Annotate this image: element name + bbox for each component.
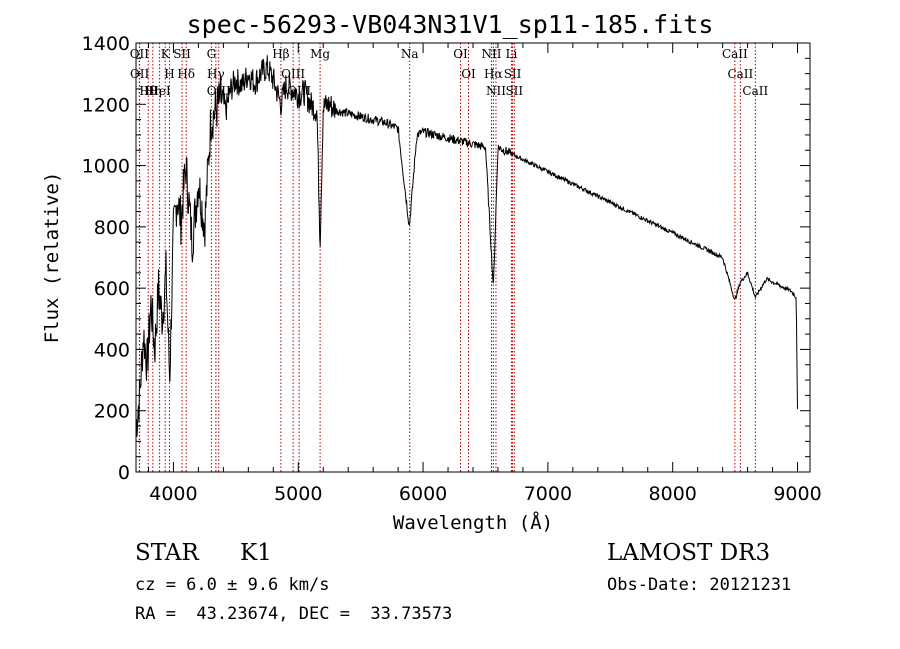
spectral-line-label: SII: [173, 47, 191, 61]
subclass: K1: [240, 540, 272, 566]
spectrum-trace: [135, 55, 798, 437]
y-tick-label: 400: [94, 339, 130, 361]
spectral-line-label: OI: [461, 67, 476, 81]
spectral-line-label: OII: [130, 47, 150, 61]
plot-frame: [135, 42, 811, 473]
survey-name: LAMOST DR3: [607, 540, 771, 566]
coordinates: RA = 43.23674, DEC = 33.73573: [135, 604, 453, 624]
object-class: STAR: [135, 540, 199, 566]
spectral-line-label: CaII: [742, 84, 768, 98]
obs-date: Obs-Date: 20121231: [607, 575, 792, 595]
spectral-line-label: SII: [504, 67, 522, 81]
y-axis-label: Flux (relative): [41, 172, 63, 344]
spectral-line-label: OIII: [281, 67, 305, 81]
y-tick-label: 0: [118, 462, 130, 484]
y-tick-label: 1400: [82, 33, 130, 55]
spectral-line-label: Hθ: [139, 84, 157, 98]
spectral-line-label: HeI: [148, 84, 171, 98]
y-tick-label: 600: [94, 278, 130, 300]
x-tick-label: 6000: [399, 483, 447, 505]
spectral-line-label: Hδ: [177, 67, 195, 81]
spectral-line-label: Mg: [310, 47, 330, 61]
spectral-line-label: Hη: [144, 84, 162, 98]
spectral-line-label: NII: [486, 84, 506, 98]
spectral-line-label: NII: [481, 47, 501, 61]
spectral-line-label: CaII: [722, 47, 748, 61]
spectral-line-label: H: [164, 67, 174, 81]
x-tick-label: 9000: [773, 483, 821, 505]
spectral-line-label: OI: [453, 47, 468, 61]
spectral-line-label: K: [161, 47, 171, 61]
x-tick-label: 5000: [274, 483, 322, 505]
spectral-line-label: G: [207, 47, 217, 61]
spectral-line-label: Hα: [484, 67, 503, 81]
x-axis-label: Wavelength (Å): [393, 511, 553, 534]
y-tick-label: 200: [94, 401, 130, 423]
spectral-line-label: Na: [401, 47, 419, 61]
x-tick-label: 7000: [524, 483, 572, 505]
chart-title: spec-56293-VB043N31V1_sp11-185.fits: [187, 10, 714, 39]
spectral-line-label: CaII: [727, 67, 753, 81]
spectral-line-label: Hβ: [272, 47, 289, 61]
spectral-line-label: SII: [505, 84, 523, 98]
y-tick-label: 800: [94, 217, 130, 239]
y-tick-label: 1000: [82, 156, 130, 178]
x-tick-label: 4000: [149, 483, 197, 505]
redshift-velocity: cz = 6.0 ± 9.6 km/s: [135, 575, 330, 595]
y-tick-label: 1200: [82, 94, 130, 116]
spectral-line-label: Hγ: [207, 67, 225, 81]
spectral-line-label: Li: [506, 47, 518, 61]
x-tick-label: 8000: [649, 483, 697, 505]
